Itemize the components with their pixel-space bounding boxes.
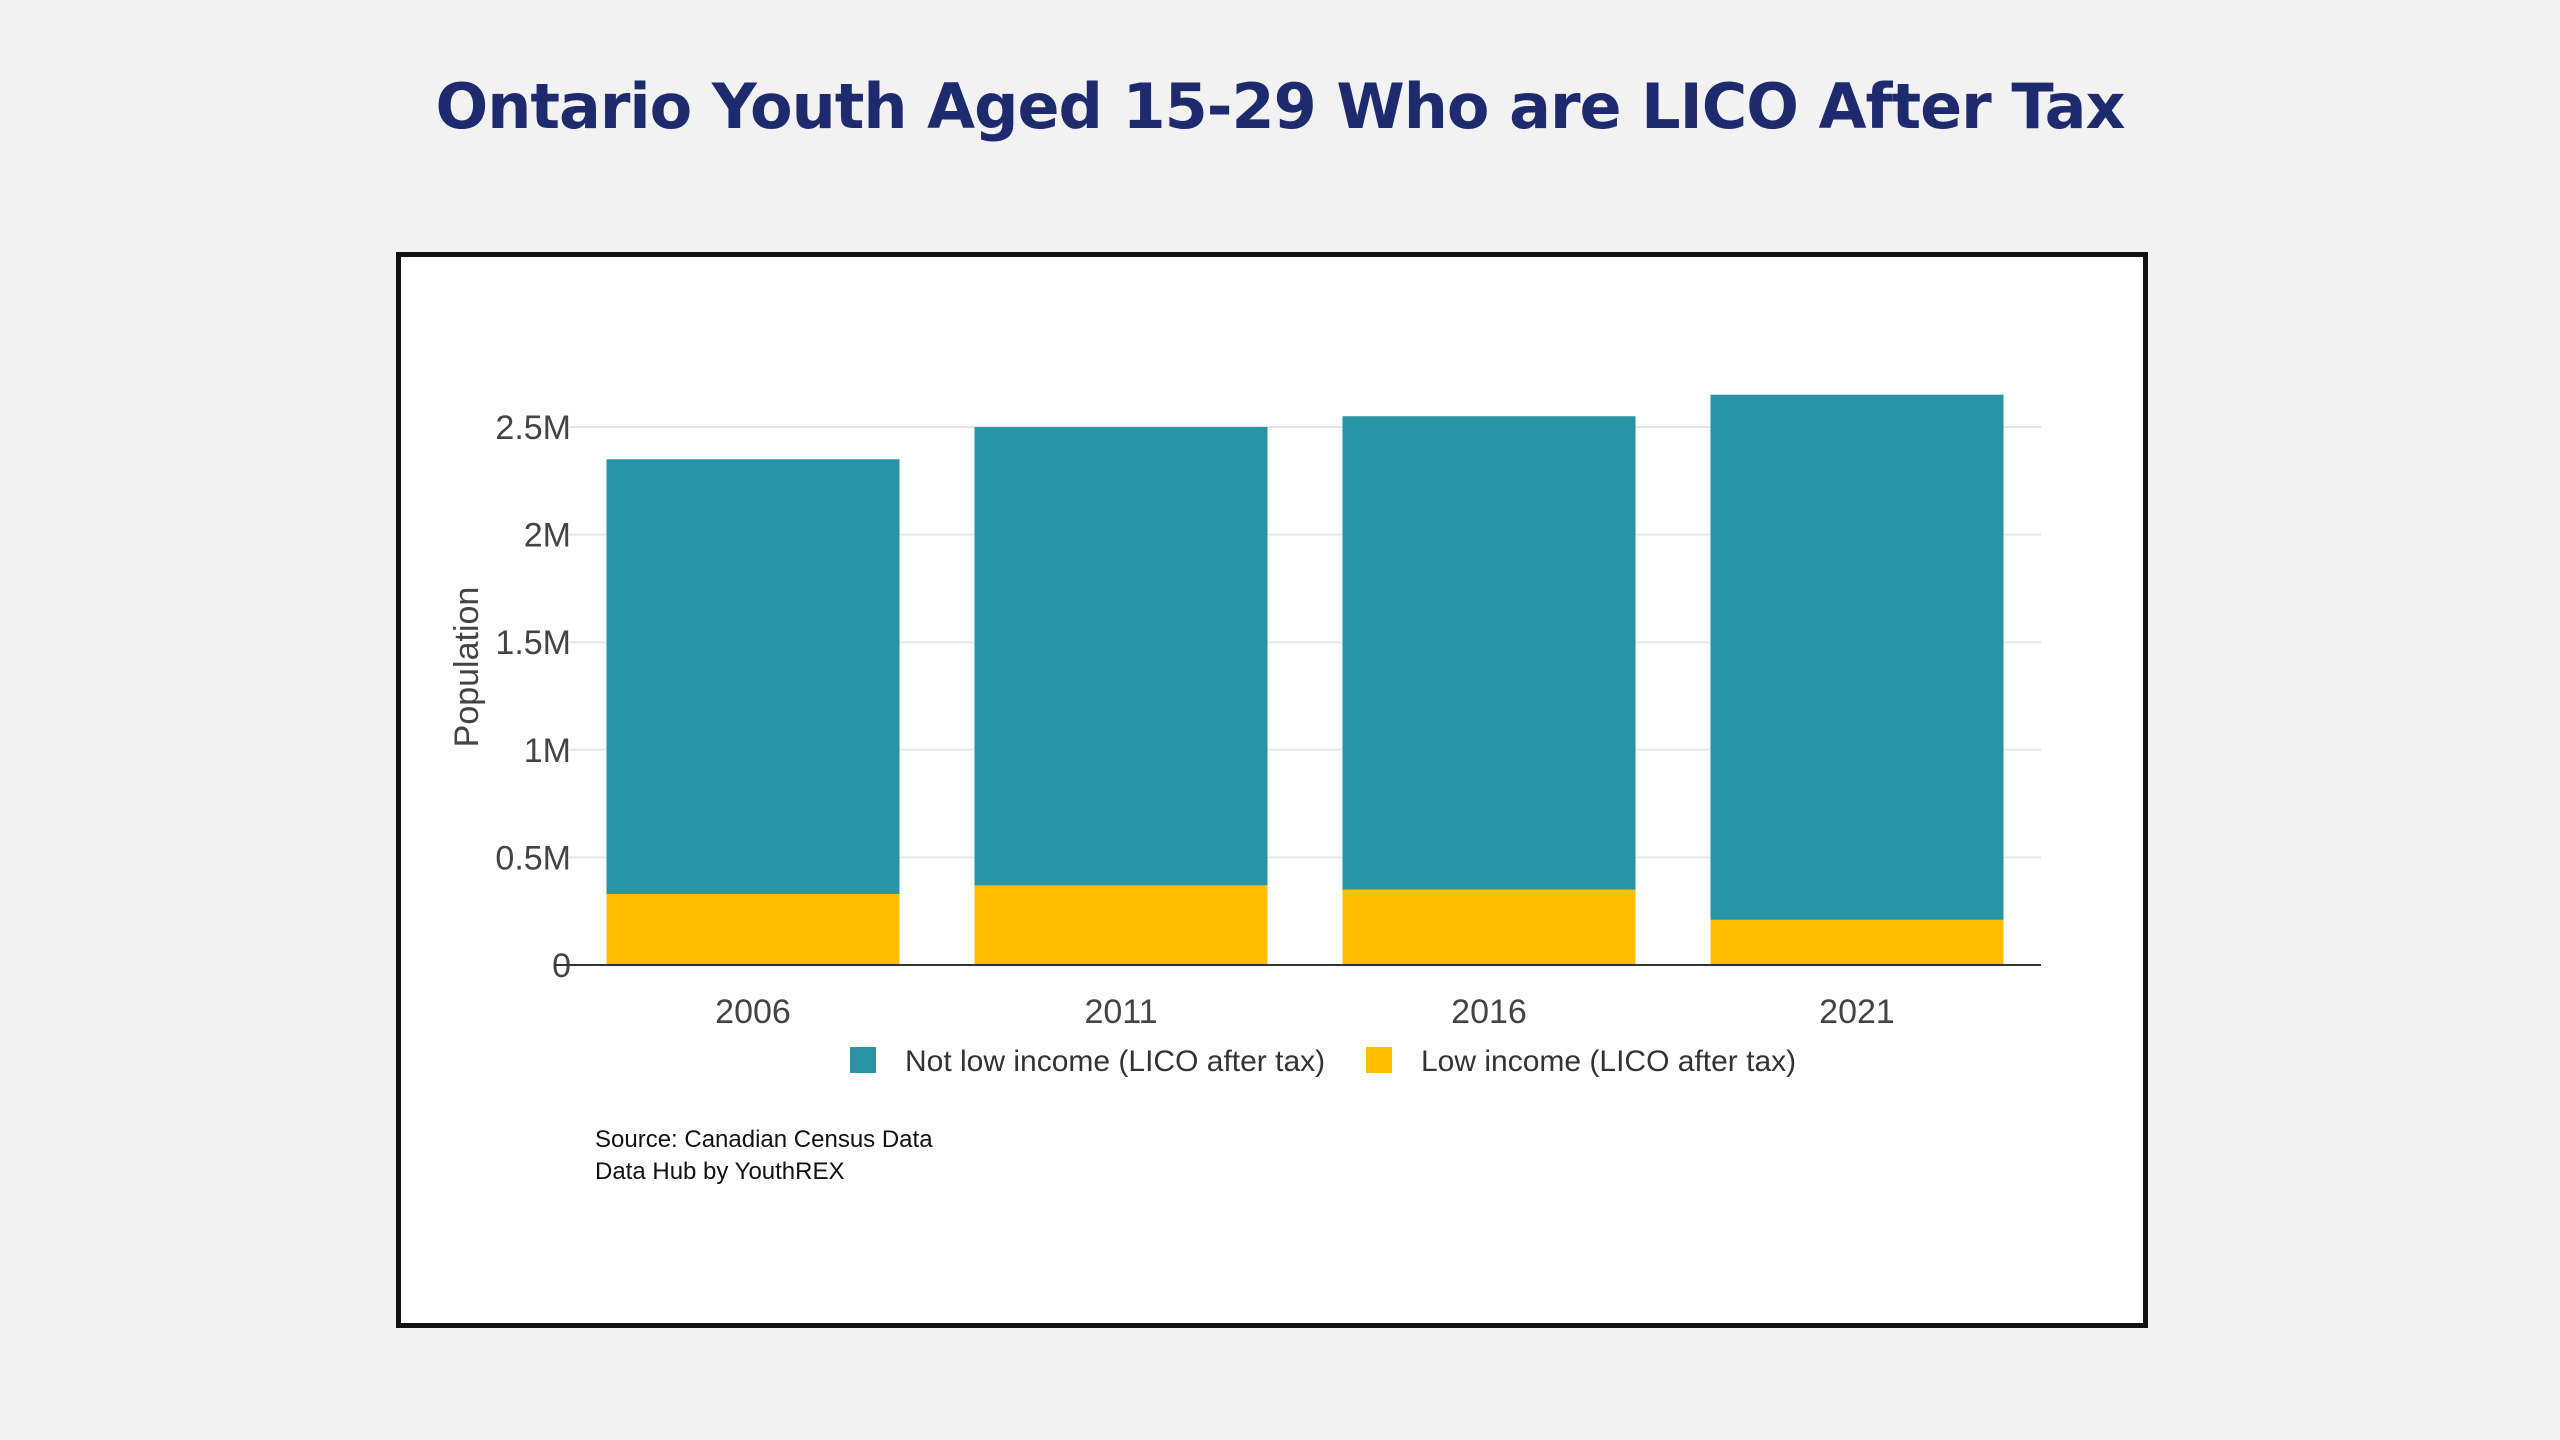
chart-frame: 0 0.5M 1M 1.5M 2M 2.5M Population 2006 2011 2016 2… — [396, 252, 2148, 1328]
bar-not-low-income-2016 — [1342, 416, 1636, 890]
credit-line: Data Hub by YouthREX — [595, 1158, 845, 1185]
y-tick-label: 1.5M — [495, 624, 571, 662]
legend-swatch-not-low-income — [850, 1047, 876, 1073]
bar-low-income-2006 — [606, 893, 900, 965]
legend-label-low-income: Low income (LICO after tax) — [1421, 1045, 1796, 1078]
x-tick-label: 2006 — [715, 993, 791, 1031]
y-tick-label: 0.5M — [495, 839, 571, 877]
bar-low-income-2011 — [974, 885, 1268, 965]
y-tick-label: 1M — [524, 732, 571, 770]
bar-low-income-2016 — [1342, 889, 1636, 965]
y-axis-title: Population — [448, 587, 486, 748]
page-title: Ontario Youth Aged 15-29 Who are LICO Af… — [435, 70, 2126, 143]
y-tick-label: 2M — [524, 517, 571, 555]
bar-not-low-income-2011 — [974, 427, 1268, 886]
x-tick-label: 2016 — [1451, 993, 1527, 1031]
x-tick-label: 2021 — [1819, 993, 1895, 1031]
bar-not-low-income-2006 — [606, 459, 900, 894]
bars — [606, 394, 2004, 965]
source-note: Source: Canadian Census Data Data Hub by… — [595, 1124, 933, 1188]
legend-swatch-low-income — [1366, 1047, 1392, 1073]
x-tick-label: 2011 — [1084, 993, 1157, 1031]
source-line: Source: Canadian Census Data — [595, 1126, 933, 1153]
y-tick-label: 2.5M — [495, 409, 571, 447]
legend: Not low income (LICO after tax) Low incom… — [850, 1045, 1796, 1078]
bar-not-low-income-2021 — [1710, 394, 2004, 920]
bar-low-income-2021 — [1710, 919, 2004, 965]
legend-label-not-low-income: Not low income (LICO after tax) — [905, 1045, 1325, 1078]
